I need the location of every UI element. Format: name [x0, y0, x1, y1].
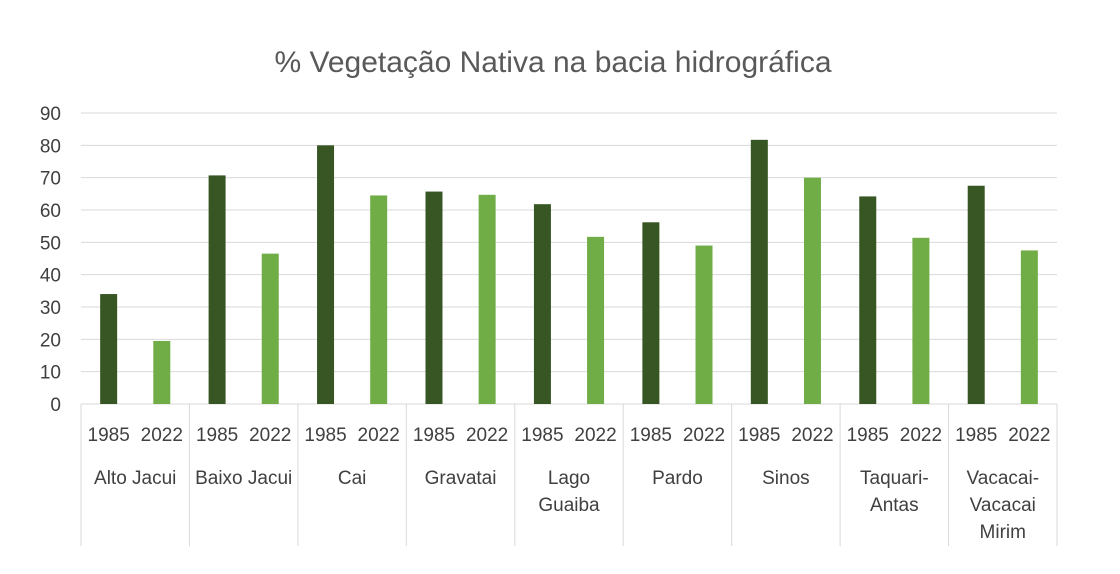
y-tick-label: 20	[40, 330, 61, 351]
x-category-label: Pardo	[652, 468, 703, 489]
y-tick-label: 0	[50, 395, 61, 416]
bar-2022	[587, 237, 604, 404]
bar-1985	[209, 175, 226, 404]
bar-1985	[534, 204, 551, 404]
x-subcategory-label: 2022	[683, 425, 725, 446]
y-axis-ticks: 0 10 20 30 40 50 60 70 80 90	[40, 104, 61, 416]
bar-2022	[153, 341, 170, 404]
x-subcategory-label: 1985	[88, 425, 130, 446]
x-category-label: Vacacai	[970, 495, 1036, 516]
y-tick-label: 30	[40, 298, 61, 319]
x-subcategory-label: 1985	[304, 425, 346, 446]
x-category-label: Gravatai	[425, 468, 497, 489]
gridlines	[81, 113, 1057, 404]
bar-2022	[696, 246, 713, 404]
x-subcategory-label: 2022	[249, 425, 291, 446]
x-subcategory-label: 1985	[630, 425, 672, 446]
bar-1985	[100, 294, 117, 404]
x-category-label: Vacacai-	[967, 468, 1040, 489]
y-tick-label: 40	[40, 266, 61, 287]
bar-1985	[642, 222, 659, 404]
x-category-label: Antas	[870, 495, 919, 516]
bars	[100, 140, 1038, 404]
bar-2022	[804, 178, 821, 404]
x-subcategory-label: 2022	[358, 425, 400, 446]
x-subcategory-label: 1985	[738, 425, 780, 446]
x-category-label: Mirim	[980, 522, 1026, 543]
y-tick-label: 60	[40, 201, 61, 222]
y-tick-label: 90	[40, 104, 61, 125]
bar-2022	[370, 195, 387, 404]
x-subcategory-label: 2022	[141, 425, 183, 446]
y-tick-label: 50	[40, 233, 61, 254]
bar-1985	[425, 192, 442, 404]
bar-2022	[479, 195, 496, 404]
bar-2022	[262, 254, 279, 404]
x-category-label: Alto Jacui	[94, 468, 176, 489]
x-category-label: Guaiba	[538, 495, 600, 516]
x-subcategory-label: 1985	[521, 425, 563, 446]
x-subcategory-label: 2022	[574, 425, 616, 446]
x-category-label: Baixo Jacui	[195, 468, 292, 489]
x-category-label: Taquari-	[860, 468, 929, 489]
bar-1985	[317, 145, 334, 404]
bar-2022	[1021, 250, 1038, 404]
x-subcategory-label: 2022	[466, 425, 508, 446]
bar-1985	[968, 186, 985, 404]
x-axis-labels: 1985 2022 Alto Jacui 1985 2022 Baixo Jacui 198…	[88, 425, 1051, 543]
bar-1985	[751, 140, 768, 404]
y-tick-label: 70	[40, 169, 61, 190]
y-tick-label: 80	[40, 136, 61, 157]
x-subcategory-label: 2022	[791, 425, 833, 446]
chart-title: % Vegetação Nativa na bacia hidrográfica	[274, 46, 831, 79]
x-subcategory-label: 1985	[847, 425, 889, 446]
x-subcategory-label: 1985	[413, 425, 455, 446]
x-subcategory-label: 2022	[1008, 425, 1050, 446]
x-subcategory-label: 1985	[955, 425, 997, 446]
x-subcategory-label: 2022	[900, 425, 942, 446]
y-tick-label: 10	[40, 363, 61, 384]
bar-1985	[859, 196, 876, 404]
x-category-label: Sinos	[762, 468, 810, 489]
bar-2022	[912, 238, 929, 404]
x-subcategory-label: 1985	[196, 425, 238, 446]
x-category-label: Cai	[338, 468, 367, 489]
x-category-label: Lago	[548, 468, 590, 489]
